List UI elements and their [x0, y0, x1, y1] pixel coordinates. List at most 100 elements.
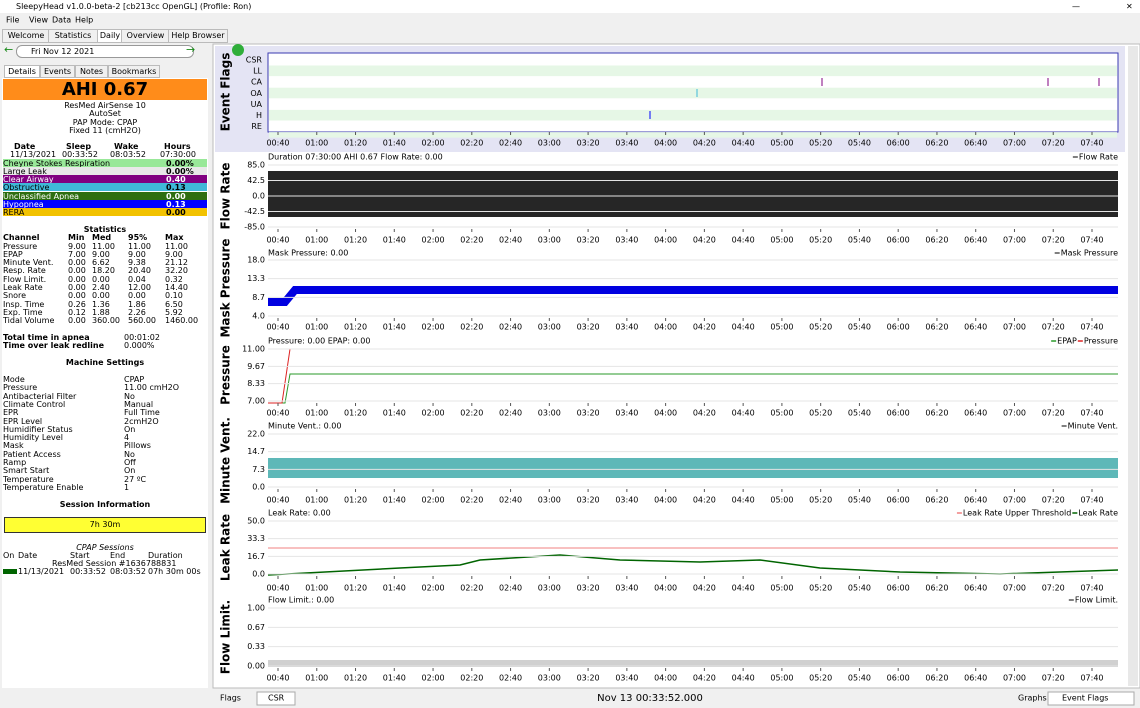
setting-label: EPR Level: [3, 416, 43, 426]
session-machine: ResMed Session #1636788831: [52, 559, 177, 568]
event-row: Cheyne Stokes Respiration: [3, 158, 207, 168]
csr-combo-label[interactable]: CSR: [268, 694, 285, 703]
x-tick-label: 01:00: [305, 584, 328, 593]
x-tick-label: 04:40: [732, 584, 755, 593]
x-tick-label: 03:40: [615, 236, 638, 245]
stat-cell: 0.32: [165, 274, 183, 284]
event-value: 0.13: [166, 200, 186, 209]
subtab[interactable]: Bookmarks: [108, 65, 160, 78]
stat-cell: 9.00: [92, 249, 110, 259]
x-tick-label: 06:20: [925, 496, 948, 505]
x-tick-label: 01:40: [383, 323, 406, 332]
x-tick-label: 07:00: [1003, 674, 1026, 683]
stat-cell: 560.00: [128, 316, 156, 326]
x-tick-label: 03:20: [577, 674, 600, 683]
total-value: 00:01:02: [124, 333, 160, 342]
x-tick-label: 06:00: [887, 409, 910, 418]
stat-cell: 0.00: [68, 274, 86, 284]
flag-label: CA: [251, 78, 263, 87]
stat-cell: 0.00: [92, 291, 110, 301]
x-tick-label: 05:40: [848, 139, 871, 148]
menu-item[interactable]: View: [29, 16, 48, 25]
date-field[interactable]: Fri Nov 12 2021: [16, 45, 194, 58]
stat-cell: 0.26: [68, 299, 86, 309]
graphs-combo-label[interactable]: Event Flags: [1062, 694, 1108, 703]
x-tick-label: 04:00: [654, 496, 677, 505]
stat-cell: 0.00: [92, 274, 110, 284]
x-tick-label: 05:40: [848, 409, 871, 418]
x-tick-label: 03:20: [577, 409, 600, 418]
x-tick-label: 01:20: [344, 323, 367, 332]
stat-cell: 0.12: [68, 307, 86, 317]
x-tick-label: 04:00: [654, 236, 677, 245]
x-tick-label: 02:40: [499, 674, 522, 683]
machine-info: AutoSet: [89, 109, 121, 119]
x-tick-label: 01:20: [344, 584, 367, 593]
x-tick-label: 07:40: [1080, 409, 1103, 418]
x-tick-label: 02:00: [422, 236, 445, 245]
x-tick-label: 01:20: [344, 674, 367, 683]
menu-item[interactable]: Data: [52, 16, 71, 25]
x-tick-label: 05:20: [809, 496, 832, 505]
y-tick-label: 0.0: [252, 570, 265, 579]
cpap-title: CPAP Sessions: [76, 543, 134, 552]
setting-value: CPAP: [124, 375, 145, 384]
tab[interactable]: Help Browser: [168, 29, 228, 43]
session-cell: 07h 30m 00s: [148, 567, 201, 576]
graph-title: Minute Vent.: [219, 417, 233, 504]
x-tick-label: 06:20: [925, 674, 948, 683]
x-tick-label: 03:20: [577, 139, 600, 148]
x-tick-label: 04:00: [654, 674, 677, 683]
setting-label: Humidity Level: [3, 433, 63, 443]
y-tick-label: 16.7: [247, 552, 265, 561]
x-tick-label: 01:40: [383, 496, 406, 505]
tab[interactable]: Statistics: [48, 29, 98, 43]
graphs-combo[interactable]: [1047, 691, 1135, 706]
setting-label: Humidifier Status: [3, 424, 73, 434]
event-value: 0.00: [166, 191, 186, 201]
tab[interactable]: Overview: [121, 29, 170, 43]
x-tick-label: 02:40: [499, 496, 522, 505]
x-tick-label: 02:20: [460, 496, 483, 505]
flags-toggle[interactable]: Flags: [220, 694, 241, 703]
section-title: Session Information: [59, 500, 151, 509]
graph-title: Flow Limit.: [219, 600, 233, 675]
x-tick-label: 03:00: [538, 323, 561, 332]
y-tick-label: 7.3: [252, 465, 265, 474]
x-tick-label: 01:40: [383, 674, 406, 683]
graph-title: Pressure: [219, 345, 233, 405]
graph-header: Duration 07:30:00 AHI 0.67 Flow Rate: 0.…: [268, 153, 443, 162]
x-tick-label: 01:20: [344, 409, 367, 418]
nav-forward[interactable]: →: [186, 43, 196, 56]
x-tick-label: 01:00: [305, 409, 328, 418]
flag-label: RE: [251, 122, 262, 131]
subtab[interactable]: Events: [40, 65, 75, 78]
stat-cell: 6.50: [165, 299, 183, 309]
x-tick-label: 06:00: [887, 674, 910, 683]
stat-cell: Resp. Rate: [3, 266, 46, 276]
graphs-toggle[interactable]: Graphs: [1018, 694, 1047, 703]
subtab[interactable]: Notes: [75, 65, 108, 78]
menu-item[interactable]: Help: [75, 16, 93, 25]
flag-label: H: [256, 111, 262, 120]
x-tick-label: 01:20: [344, 139, 367, 148]
tab[interactable]: Daily: [97, 29, 123, 43]
x-tick-label: 01:00: [305, 323, 328, 332]
nav-back[interactable]: ←: [4, 43, 14, 56]
y-tick-label: 0.0: [252, 483, 265, 492]
x-tick-label: 03:40: [615, 496, 638, 505]
x-tick-label: 02:20: [460, 674, 483, 683]
tab[interactable]: Welcome: [2, 29, 50, 43]
stat-cell: 9.00: [128, 249, 146, 259]
x-tick-label: 05:20: [809, 584, 832, 593]
menu-item[interactable]: File: [6, 16, 19, 25]
setting-label: Temperature Enable: [3, 482, 84, 492]
setting-value: On: [124, 466, 136, 476]
csr-combo[interactable]: [256, 691, 296, 706]
stat-cell: 0.04: [128, 274, 146, 284]
machine-info: ResMed AirSense 10: [64, 101, 146, 110]
x-tick-label: 02:00: [422, 496, 445, 505]
stat-cell: Tidal Volume: [3, 316, 55, 326]
subtab[interactable]: Details: [4, 65, 40, 78]
x-tick-label: 07:00: [1003, 139, 1026, 148]
